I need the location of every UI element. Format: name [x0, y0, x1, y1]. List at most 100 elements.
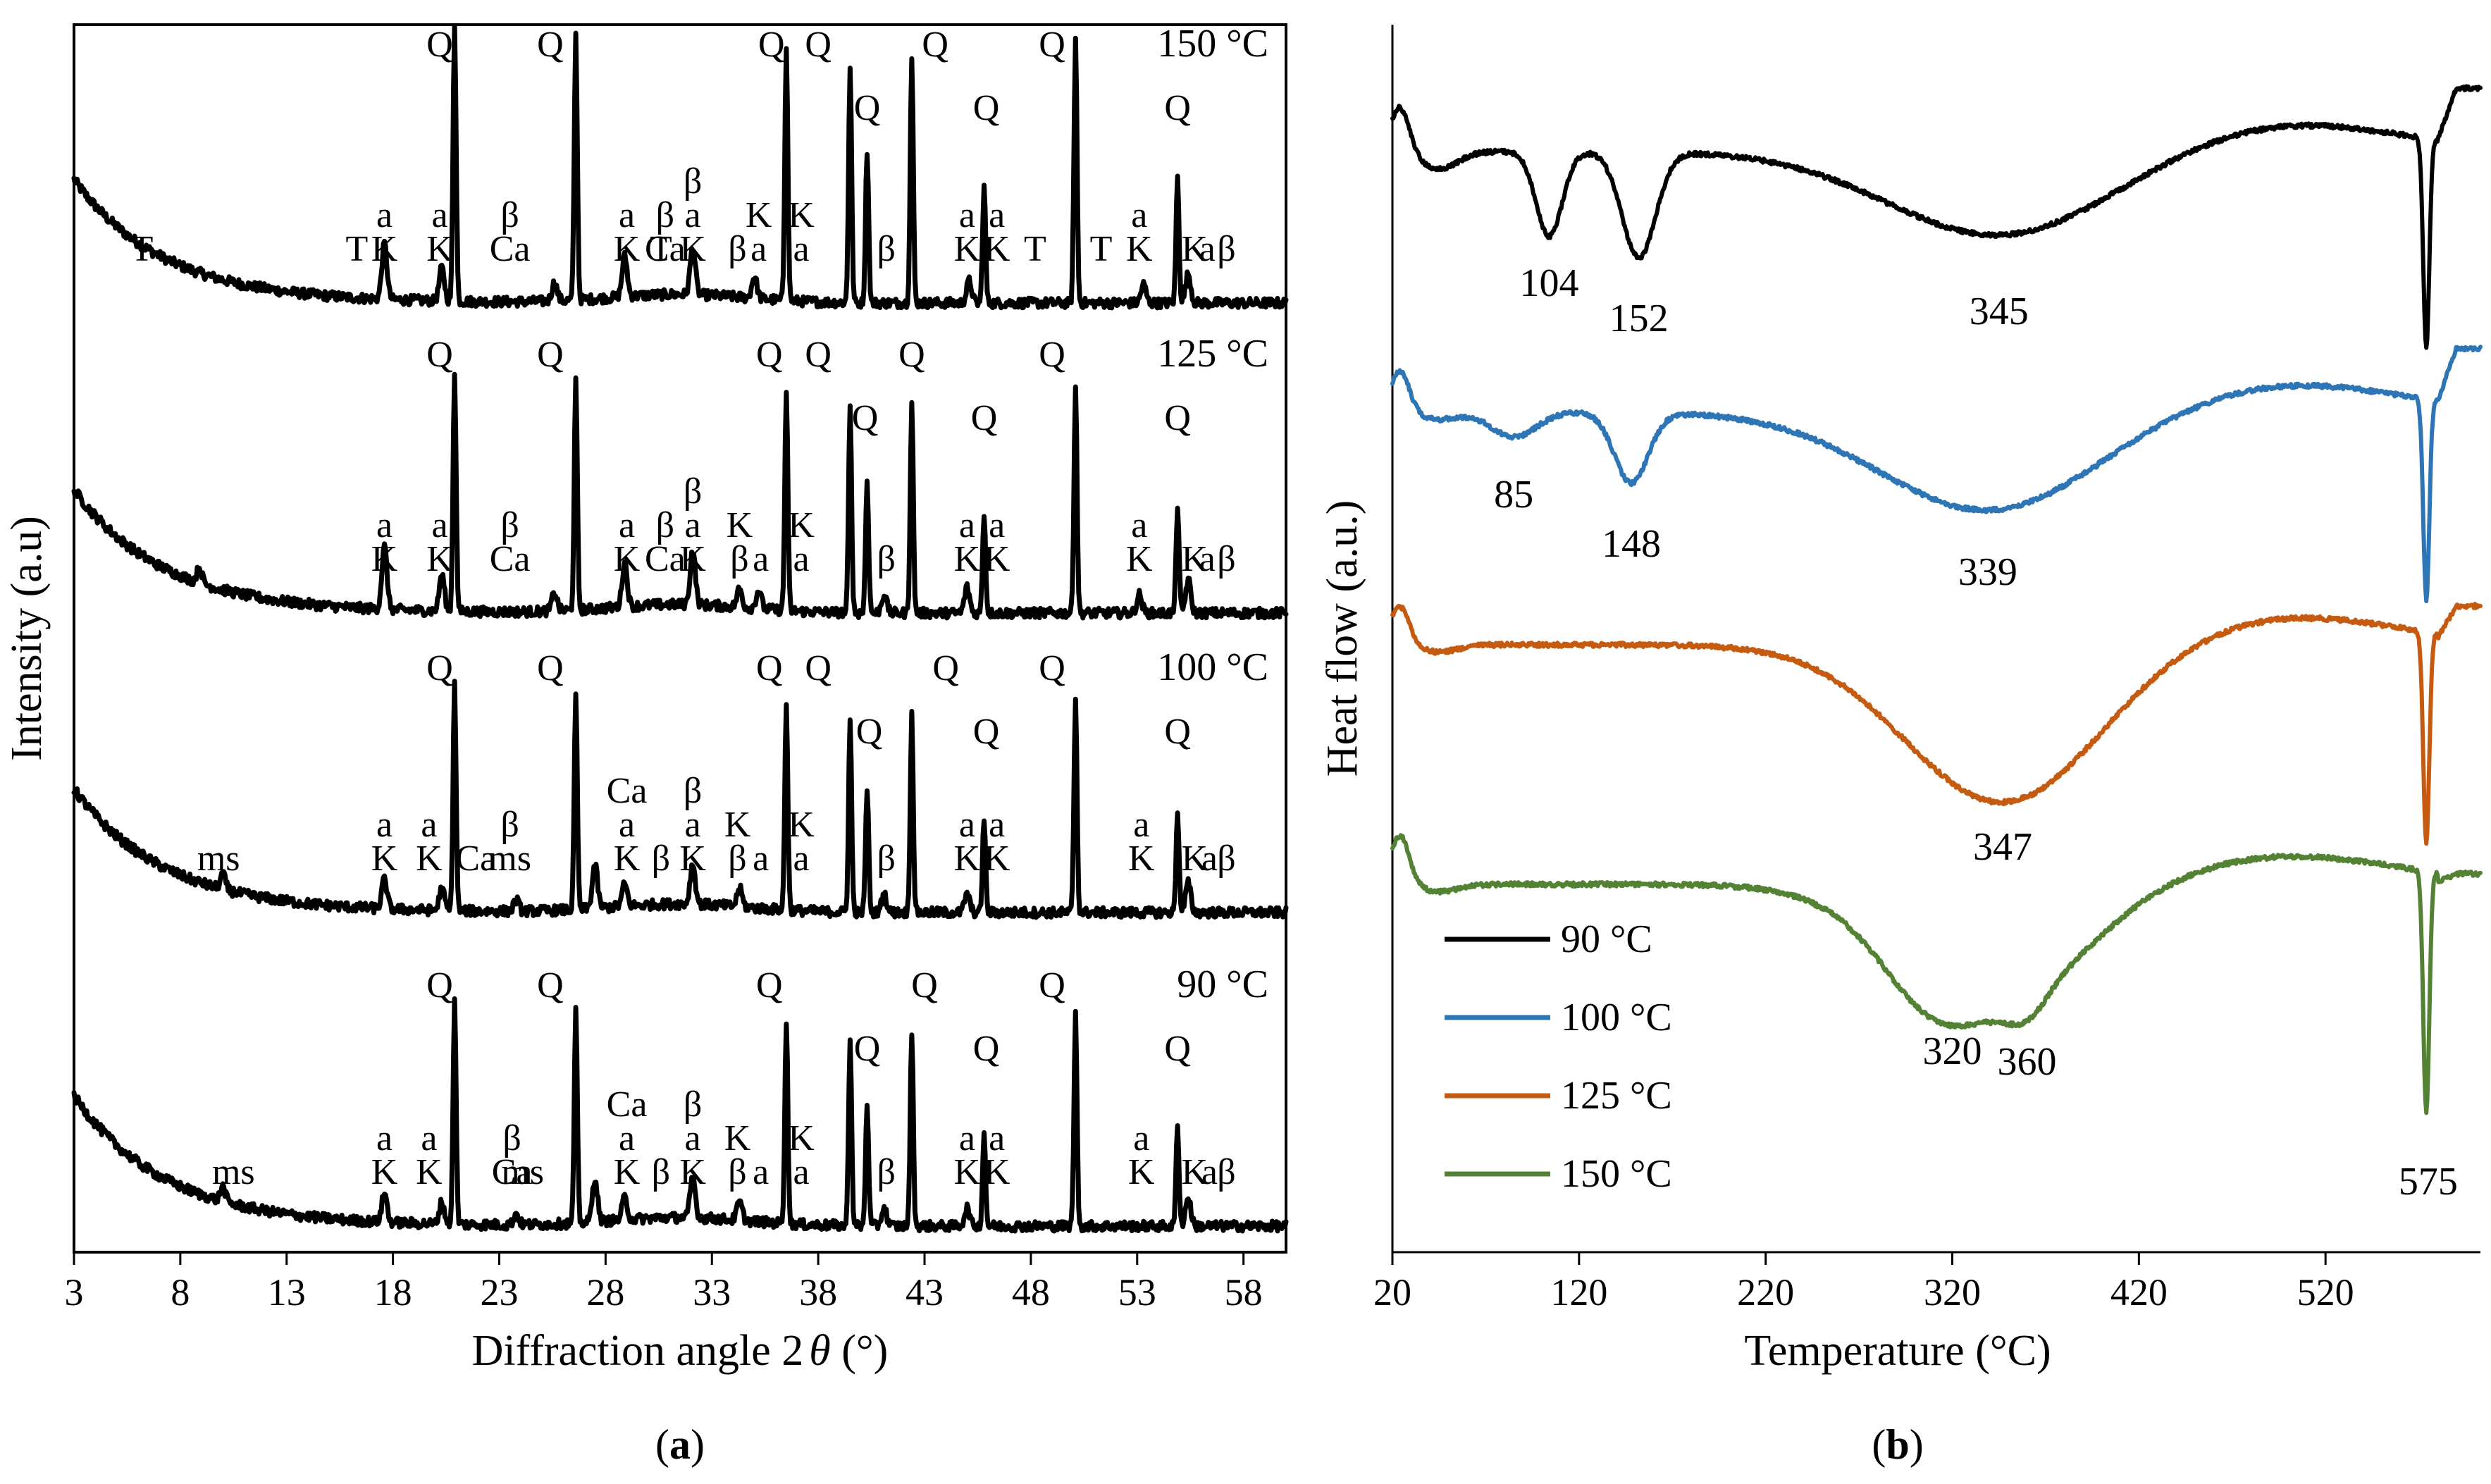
peak-label: K	[679, 839, 706, 879]
peak-label: Q	[426, 965, 453, 1006]
peak-label: K	[984, 229, 1010, 269]
peak-label: K	[984, 539, 1010, 579]
peak-label: a	[793, 539, 809, 579]
peak-label: K	[724, 1118, 751, 1158]
peak-label: K	[416, 839, 443, 879]
peak-label: a	[376, 505, 392, 545]
peak-label: T	[345, 229, 368, 269]
panel-label-open: (	[655, 1421, 669, 1468]
dsc-peak-label: 339	[1958, 550, 2017, 594]
peak-label: β	[1217, 1152, 1235, 1192]
peak-label: T	[650, 229, 672, 269]
peak-label: Q	[971, 398, 998, 438]
peak-label: a	[989, 805, 1005, 845]
peak-label: a	[619, 505, 635, 545]
x-tick-label: 43	[905, 1271, 944, 1313]
x-tick-label: 53	[1118, 1271, 1156, 1313]
peak-label: Q	[852, 398, 879, 438]
peak-label: K	[746, 195, 772, 235]
peak-label: a	[619, 805, 635, 845]
peak-label: a	[685, 1118, 701, 1158]
x-tick-label: 38	[799, 1271, 837, 1313]
legend-label: 90 °C	[1561, 917, 1652, 961]
dsc-peak-label: 104	[1519, 261, 1578, 305]
peak-label: T	[1090, 229, 1113, 269]
peak-label: K	[614, 1152, 641, 1192]
peak-label: a	[376, 805, 392, 845]
xrd-trace-0	[71, 23, 1289, 311]
peak-label: K	[614, 229, 641, 269]
peak-label: Q	[805, 25, 832, 65]
x-tick-label: 48	[1012, 1271, 1050, 1313]
peak-label: K	[1181, 839, 1208, 879]
dsc-peak-label: 347	[1973, 825, 2032, 869]
peak-label: K	[1126, 539, 1153, 579]
x-tick-label: 220	[1737, 1271, 1794, 1313]
peak-label: Q	[1039, 335, 1065, 375]
peak-label: K	[1181, 229, 1208, 269]
panel-label-close: )	[691, 1421, 705, 1468]
peak-label: a	[1133, 1118, 1149, 1158]
x-tick-label: 18	[374, 1271, 412, 1313]
peak-label: a	[753, 839, 769, 879]
peak-label: Ca	[490, 229, 531, 269]
peak-label: a	[989, 1118, 1005, 1158]
x-axis-title: Temperature (°C)	[1744, 1327, 2051, 1375]
peak-label: a	[753, 539, 769, 579]
peak-label: K	[1128, 1152, 1155, 1192]
peak-label: Q	[758, 25, 785, 65]
peak-label: ms	[212, 1152, 255, 1192]
x-tick-label: 520	[2297, 1271, 2354, 1313]
peak-label: Q	[537, 335, 564, 375]
x-tick-label: 120	[1550, 1271, 1607, 1313]
peak-label: a	[1133, 805, 1149, 845]
peak-label: a	[1199, 229, 1216, 269]
peak-label: Q	[756, 335, 783, 375]
peak-label: a	[989, 195, 1005, 235]
peak-label: a	[431, 195, 447, 235]
panel-label-close: )	[1910, 1421, 1924, 1468]
legend-label: 150 °C	[1561, 1152, 1672, 1196]
peak-label: Ca	[607, 771, 648, 811]
peak-label: Q	[537, 648, 564, 688]
peak-label: Q	[1039, 965, 1065, 1006]
peak-label: Q	[426, 648, 453, 688]
peak-label: K	[679, 229, 706, 269]
panel-label-a: (a)	[655, 1421, 705, 1468]
x-axis-title-main: Diffraction angle 2	[472, 1327, 804, 1375]
dsc-peak-label: 148	[1602, 522, 1661, 566]
peak-label: K	[724, 805, 751, 845]
peak-label: a	[959, 1118, 975, 1158]
peak-label: β	[502, 1118, 521, 1158]
peak-label: Ca	[645, 229, 686, 269]
dsc-trace-0	[1390, 84, 2483, 350]
peak-label: a	[959, 195, 975, 235]
peak-label: K	[426, 539, 453, 579]
dsc-peak-label: 575	[2399, 1160, 2458, 1204]
peak-label: a	[619, 195, 635, 235]
peak-label: K	[788, 1118, 815, 1158]
peak-label: K	[788, 805, 815, 845]
peak-label: K	[788, 195, 815, 235]
x-axis-title-symbol: θ	[809, 1327, 830, 1375]
peak-label: a	[959, 505, 975, 545]
peak-label: β	[728, 1152, 746, 1192]
peak-label: Q	[1039, 648, 1065, 688]
peak-label: Ca	[492, 1152, 533, 1192]
dsc-panel: 20 120 220 320 420 520 Temperature (°C) Heat fl…	[1318, 25, 2483, 1468]
peak-label: Q	[1164, 398, 1191, 438]
dsc-trace-2	[1390, 602, 2483, 846]
peak-label: β	[684, 471, 702, 512]
peak-label: Q	[1164, 88, 1191, 128]
x-tick-label: 33	[693, 1271, 731, 1313]
peak-label: Q	[854, 88, 881, 128]
x-tick-label: 13	[268, 1271, 306, 1313]
peak-label: ms	[501, 1152, 544, 1192]
peak-label: β	[500, 505, 519, 545]
peak-label: a	[1131, 195, 1147, 235]
panel-label-b: (b)	[1872, 1421, 1923, 1468]
x-tick-label: 23	[481, 1271, 519, 1313]
x-axis-title-unit: (°)	[831, 1327, 889, 1375]
temperature-label: 100 °C	[1157, 645, 1268, 689]
